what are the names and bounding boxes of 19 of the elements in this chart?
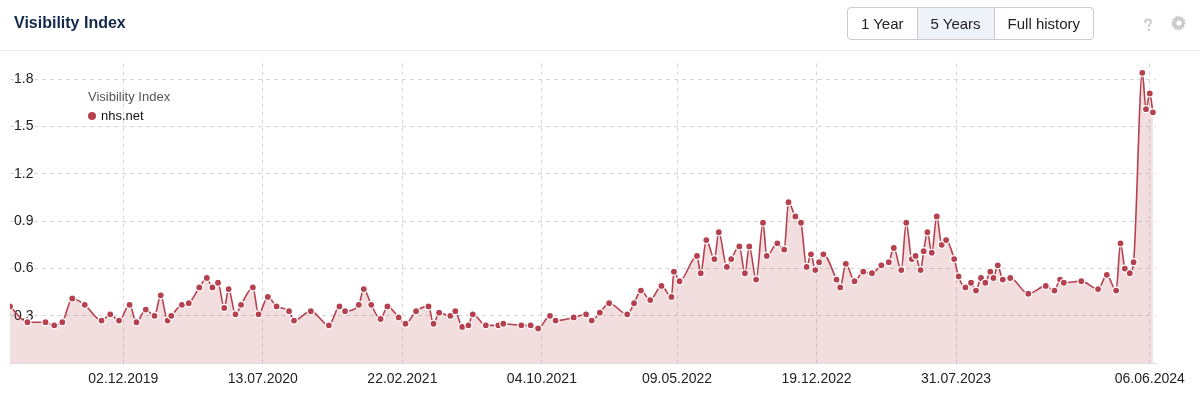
x-tick-label: 02.12.2019	[88, 370, 159, 387]
x-tick-label: 31.07.2023	[921, 370, 992, 387]
x-tick-label: 13.07.2020	[227, 370, 299, 387]
y-tick-label: 1.2	[14, 164, 34, 181]
y-tick-label: 1.8	[14, 70, 34, 87]
x-tick-label: 22.02.2021	[367, 370, 438, 387]
text: 5 Years	[916, 8, 994, 39]
legend-label: nhs.net	[100, 107, 145, 125]
y-tick-label: 0.9	[14, 212, 34, 229]
x-tick-label: 06.06.2024	[1114, 370, 1186, 387]
text: 1 Year	[860, 14, 905, 34]
x-tick-label: 19.12.2022	[781, 370, 852, 387]
text: Full history	[993, 8, 1094, 39]
y-tick-label: 0.6	[14, 259, 34, 276]
x-tick-label: 09.05.2022	[642, 370, 713, 387]
y-tick-label: 1.5	[14, 117, 34, 134]
legend-title: Visibility Index	[88, 88, 172, 106]
x-tick-label: 04.10.2021	[506, 370, 578, 387]
chart-title: Visibility Index	[14, 14, 126, 32]
